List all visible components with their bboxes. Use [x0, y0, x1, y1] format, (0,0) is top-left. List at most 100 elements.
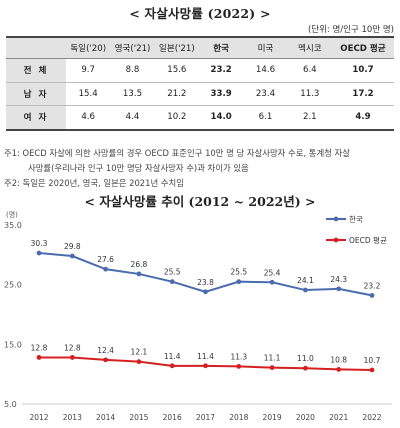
row-label: 전 체: [6, 58, 66, 82]
legend-label-oecd: OECD 평균: [349, 235, 387, 245]
y-tick-label: 35.0: [4, 221, 22, 230]
x-tick-label: 2021: [329, 413, 348, 422]
data-point: [369, 367, 375, 373]
x-tick-label: 2016: [163, 413, 182, 422]
header-cell: 독일('20): [66, 36, 111, 59]
data-point: [336, 366, 342, 372]
data-point: [36, 250, 42, 256]
data-label: 12.8: [64, 343, 81, 352]
data-label: 11.4: [164, 352, 181, 361]
x-tick-label: 2017: [196, 413, 215, 422]
table-cell: 9.7: [81, 65, 95, 76]
table-cell: 4.4: [125, 112, 140, 123]
data-point: [69, 355, 75, 360]
header-cell: 영국('21): [110, 36, 155, 59]
data-point: [203, 363, 208, 369]
table-cell: 33.9: [210, 88, 232, 99]
footnotes: 주1: OECD 자살에 의한 사망률의 경우 OECD 표준인구 10만 명 …: [4, 146, 398, 191]
data-label: 12.8: [31, 343, 48, 352]
data-point: [236, 279, 242, 285]
data-label: 11.3: [230, 352, 247, 361]
data-point: [136, 271, 142, 277]
table-cell: 21.2: [167, 88, 187, 99]
table-title: < 자살사망률 (2022) >: [129, 6, 271, 21]
table-cell: 13.5: [122, 88, 143, 99]
footnote-1-cont: 사망률(우리나라 인구 10만 명당 자살사망자 수)과 차이가 있음: [28, 163, 249, 173]
data-label: 24.3: [330, 275, 347, 284]
data-point: [169, 279, 175, 285]
data-point: [303, 365, 308, 371]
x-tick-label: 2020: [296, 413, 315, 422]
table-cell: 10.2: [167, 112, 187, 123]
table-cell: 11.3: [300, 88, 320, 99]
data-point: [369, 293, 375, 298]
y-axis-label: (명): [6, 210, 18, 219]
x-tick-label: 2022: [362, 413, 381, 422]
data-label: 30.3: [31, 239, 48, 248]
x-tick-label: 2015: [129, 413, 148, 422]
legend-marker: [333, 237, 339, 243]
data-label: 25.5: [164, 268, 181, 277]
data-label: 29.8: [64, 242, 81, 251]
x-tick-label: 2012: [29, 413, 48, 422]
data-label: 26.8: [131, 260, 148, 269]
unit-label: (단위: 명/인구 10만 명): [307, 25, 394, 35]
data-point: [169, 363, 175, 369]
data-label: 11.4: [197, 352, 214, 361]
series-line-korea: [38, 252, 373, 297]
legend-marker: [333, 216, 339, 222]
table-cell: 2.1: [302, 112, 317, 123]
data-point: [336, 286, 342, 292]
data-label: 11.1: [264, 354, 281, 363]
data-label: 25.4: [264, 268, 281, 277]
x-tick-label: 2019: [263, 413, 282, 422]
table-row: 전 체 9.7 8.8 15.6 23.2 14.6 6.4 10.7: [6, 58, 394, 82]
data-point: [136, 359, 142, 365]
header-cell: 일본('21): [154, 36, 199, 59]
table-cell: 4.6: [81, 112, 95, 123]
chart-title: < 자살사망률 추이 (2012 ~ 2022년) >: [84, 194, 316, 209]
data-point: [236, 364, 242, 369]
data-label: 27.6: [97, 255, 114, 264]
data-point: [103, 266, 108, 272]
x-tick-label: 2013: [63, 413, 82, 422]
header-cell: 한국: [198, 36, 244, 59]
data-label: 10.7: [364, 356, 381, 365]
data-label: 24.1: [297, 276, 314, 285]
table-cell: 4.9: [355, 112, 371, 123]
legend-label-korea: 한국: [349, 215, 363, 224]
data-label: 11.0: [297, 354, 314, 363]
table-cell: 17.2: [352, 88, 374, 99]
header-cell: [6, 36, 66, 59]
data-point: [269, 279, 275, 285]
y-tick-label: 15.0: [4, 340, 22, 349]
suicide-rate-trend-chart: (명) 35.0 25.0 15.0 5.0 2012 2013 2014 2015 2016 20…: [4, 210, 392, 422]
table-cell: 10.7: [352, 65, 374, 76]
header-cell: 미국: [243, 36, 288, 59]
data-point: [303, 287, 308, 293]
table-row: 남 자 15.4 13.5 21.2 33.9 23.4 11.3 17.2: [6, 82, 394, 106]
x-tick-label: 2018: [229, 413, 248, 422]
table-cell: 15.6: [167, 65, 187, 76]
table-header-row: 독일('20) 영국('21) 일본('21) 한국 미국 멕시코 OECD 평…: [6, 36, 394, 59]
suicide-rate-table: 독일('20) 영국('21) 일본('21) 한국 미국 멕시코 OECD 평…: [6, 36, 394, 131]
table-cell: 8.8: [125, 65, 140, 76]
table-cell: 23.4: [255, 88, 276, 99]
row-label: 남 자: [6, 82, 66, 106]
data-point: [269, 365, 275, 371]
footnote-1: 주1: OECD 자살에 의한 사망률의 경우 OECD 표준인구 10만 명 …: [4, 148, 350, 158]
table-cell: 23.2: [210, 65, 232, 76]
table-row: 여 자 4.6 4.4 10.2 14.0 6.1 2.1 4.9: [6, 105, 394, 130]
data-point: [203, 289, 208, 295]
row-label: 여 자: [6, 105, 66, 130]
y-tick-label: 25.0: [4, 281, 22, 290]
table-cell: 6.4: [302, 65, 317, 76]
header-cell: 멕시코: [287, 36, 332, 59]
footnote-2: 주2: 독일은 2020년, 영국, 일본은 2021년 수치임: [4, 178, 184, 188]
y-tick-label: 5.0: [4, 400, 17, 409]
data-label: 23.8: [197, 278, 214, 287]
data-label: 25.5: [230, 268, 247, 277]
data-point: [69, 253, 75, 259]
data-point: [36, 355, 42, 360]
table-cell: 6.1: [258, 112, 273, 123]
